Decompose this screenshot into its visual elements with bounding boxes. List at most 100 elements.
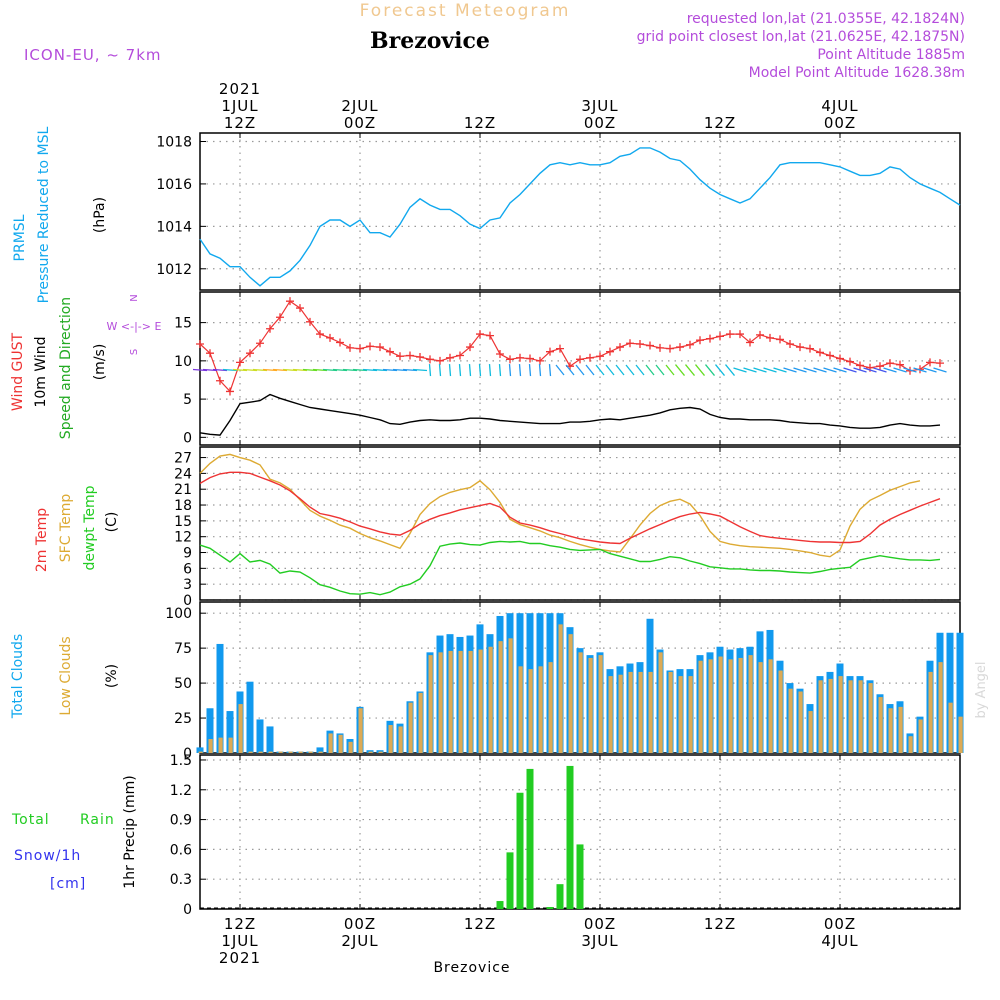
low-cloud-bar [578,652,583,753]
low-cloud-bar [538,666,543,753]
wind-gust-marker [646,341,654,350]
clouds-label-low: Low Clouds [58,636,74,715]
low-cloud-bar [588,657,593,753]
wind-direction-arrow [863,367,877,373]
top-axis-label: 00Z [584,114,616,132]
low-cloud-bar [218,737,223,753]
wind-gust-marker [516,353,524,362]
point-altitude: Point Altitude 1885m [817,47,965,63]
wind-label-speed-dir: Speed and Direction [58,297,74,439]
top-axis-label: 3JUL [581,97,618,115]
wind-direction-arrow [833,367,847,373]
temp-label-2m: 2m Temp [34,508,50,572]
wind-gust-marker [616,343,624,352]
y-tick-label: 15 [174,514,192,530]
top-axis-label: 2021 [219,80,261,98]
low-cloud-bar [918,719,923,753]
wind-gust-marker [396,352,404,361]
total-cloud-bar [206,708,214,753]
pressure-label-prmsl: PRMSL [12,214,28,261]
wind-gust-marker [936,359,944,368]
total-cloud-bar [956,632,964,753]
footer-location: Brezovice [433,960,510,976]
low-cloud-bar [938,662,943,753]
wind-direction-arrow [585,364,595,376]
bottom-axis-label: 1JUL [221,932,258,950]
y-tick-label: 18 [174,498,192,514]
bottom-axis-label: 12Z [464,915,496,933]
low-cloud-bar [348,741,353,753]
wind-gust-marker [756,330,764,339]
total-cloud-bar [226,711,234,753]
pressure-unit: (hPa) [92,197,108,233]
low-cloud-bar [878,697,883,753]
low-cloud-bar [958,716,963,753]
wind-unit: (m/s) [92,344,108,381]
wind-direction-arrow [903,367,917,373]
total-cloud-bar [946,632,954,753]
low-cloud-bar [648,671,653,753]
low-cloud-bar [328,733,333,753]
wind-gust-marker [796,343,804,352]
precip-label-rain: Rain [80,812,115,828]
low-cloud-bar [458,650,463,753]
precip-label-cm: [cm] [50,876,86,892]
y-tick-label: 0 [183,430,192,446]
total-cloud-bar [316,747,324,753]
wind-gust-marker [626,339,634,348]
wind-direction-arrow [392,368,408,372]
y-tick-label: 50 [174,676,192,692]
rain-bar [556,884,564,909]
y-tick-label: 10 [174,354,192,370]
wind-gust-marker [336,338,344,347]
wind-direction-arrow [458,363,462,377]
wind-direction-arrow [763,367,777,373]
wind-direction-arrow [665,364,675,376]
wind-direction-arrow [783,367,797,373]
panel-frame [199,132,961,291]
low-cloud-bar [268,751,273,753]
low-cloud-bar [508,638,513,753]
low-cloud-bar [388,725,393,753]
wind-gust-marker [826,351,834,360]
wind-gust-marker [696,336,704,345]
precip-label-snow: Snow/1h [14,848,81,864]
low-cloud-bar [898,706,903,753]
low-cloud-bar [658,652,663,753]
low-cloud-bar [378,751,383,753]
wind-gust-marker [876,362,884,371]
y-tick-label: 1018 [156,134,192,150]
wind-gust-marker [356,344,364,353]
wind-gust-marker [496,349,504,358]
y-tick-label: 1014 [156,219,192,235]
gridpoint-coords: grid point closest lon,lat (21.0625E, 42… [637,29,965,45]
wind-gust-marker [846,357,854,366]
y-tick-label: 1.5 [170,753,192,769]
wind-gust-marker [806,344,814,353]
wind-direction-arrow [813,367,827,373]
wind-direction-arrow [645,364,655,376]
y-tick-label: 6 [183,561,192,577]
wind-gust-marker [526,354,534,363]
low-cloud-bar [358,708,363,753]
rain-bar [576,844,584,909]
wind-gust-marker [636,340,644,349]
wind-gust-marker [746,338,754,347]
wind-gust-marker [606,347,614,356]
y-tick-label: 75 [174,641,192,657]
rain-bar [516,792,524,909]
wind-gust-marker [206,349,214,358]
bottom-axis-label: 2JUL [341,932,378,950]
wind-gust-marker [706,334,714,343]
wind-direction-arrow [605,364,615,376]
low-cloud-bar [758,662,763,753]
bottom-axis-label: 4JUL [821,932,858,950]
y-tick-label: 0 [183,746,192,762]
wind-direction-arrow [302,368,318,372]
low-cloud-bar [838,676,843,753]
low-cloud-bar [418,692,423,753]
low-cloud-bar [778,670,783,753]
y-tick-label: 15 [174,316,192,332]
wind-direction-arrow [282,368,298,372]
